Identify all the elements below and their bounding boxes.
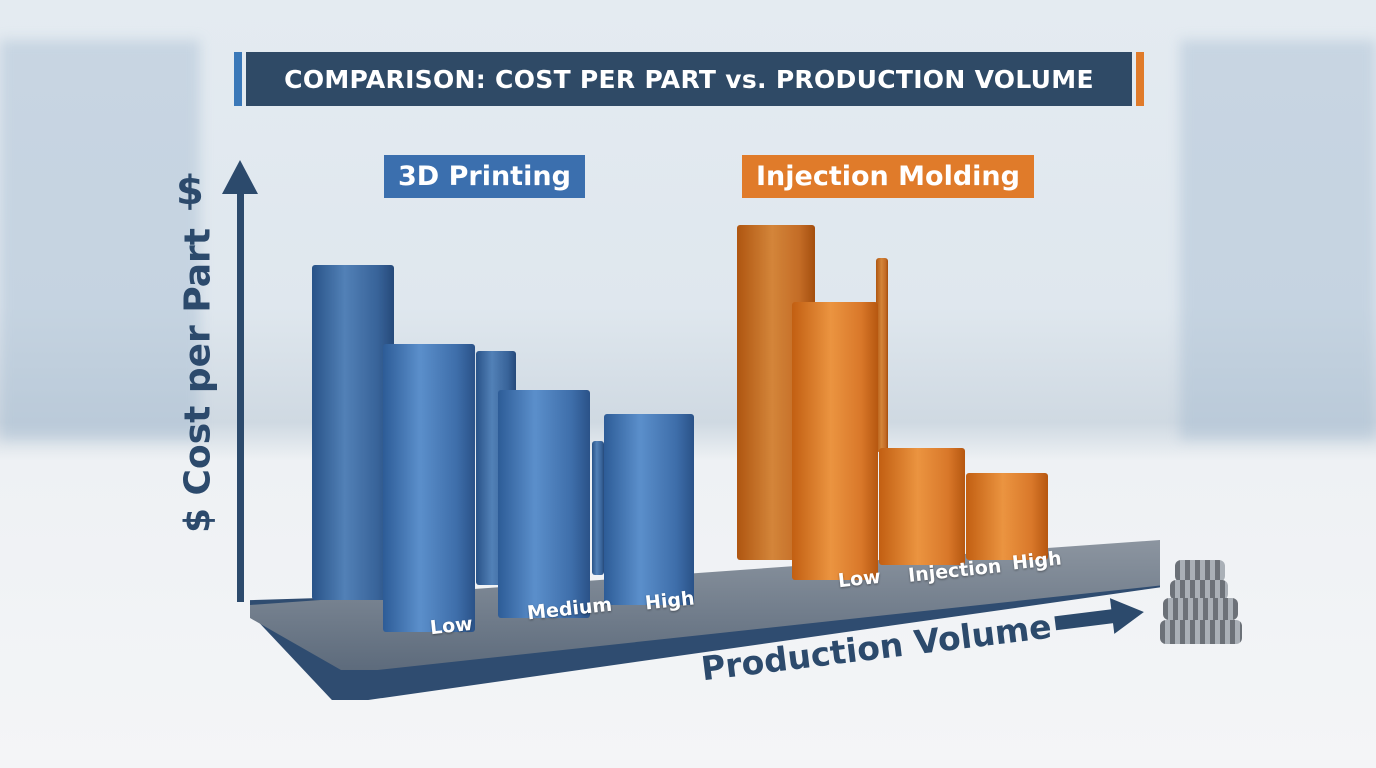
x-axis-arrow-icon (1109, 594, 1147, 634)
category-label: Low (428, 612, 474, 640)
bar-injection-molding-front-low (792, 301, 878, 580)
bar-3d-printing-back-high (592, 441, 604, 575)
title-accent-left (234, 52, 242, 106)
title-accent-right (1136, 52, 1144, 106)
chart-title: COMPARISON: COST PER PART vs. PRODUCTION… (246, 52, 1132, 106)
y-axis-label: $ Cost per Part (177, 227, 219, 534)
y-axis-symbol: $ (176, 168, 204, 214)
bar-3d-printing-front-high (604, 414, 694, 605)
bar-3d-printing-front-medium (498, 390, 590, 618)
bar-injection-molding-back-injection (876, 257, 888, 452)
y-axis (237, 190, 244, 602)
category-label: Low (836, 565, 882, 593)
legend-3d-printing: 3D Printing (384, 155, 585, 198)
bar-injection-molding-front-high (966, 472, 1048, 560)
y-axis-arrow-icon (222, 160, 258, 194)
legend-injection-molding: Injection Molding (742, 155, 1034, 198)
background-window (1180, 40, 1376, 440)
bar-injection-molding-front-injection (879, 447, 965, 565)
bar-3d-printing-front-low (383, 343, 475, 632)
bar-3d-printing-back-low (312, 265, 394, 600)
background-window (0, 40, 200, 440)
